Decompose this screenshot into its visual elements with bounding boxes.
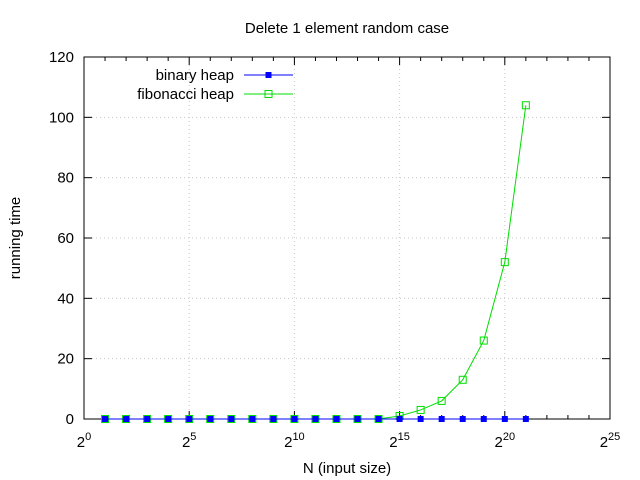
x-tick-label: 20 — [77, 431, 91, 451]
data-point — [249, 416, 256, 422]
x-tick-label: 25 — [182, 431, 196, 451]
data-point — [102, 416, 109, 422]
y-axis-label: running time — [7, 197, 24, 280]
plot-frame — [83, 56, 611, 420]
series — [101, 101, 530, 423]
data-point — [458, 375, 467, 384]
y-tick-label: 40 — [57, 290, 74, 307]
data-point — [521, 101, 530, 110]
data-point — [186, 416, 193, 422]
data-point — [438, 416, 445, 422]
x-tick-label: 225 — [600, 431, 621, 451]
legend-marker — [265, 72, 272, 78]
data-point — [480, 416, 487, 422]
data-point — [228, 416, 235, 422]
data-point — [437, 396, 446, 405]
legend: binary heap fibonacci heap — [137, 67, 293, 103]
data-point — [500, 258, 509, 267]
data-point — [312, 416, 319, 422]
data-point — [270, 416, 277, 422]
data-point — [291, 416, 298, 422]
x-tick-label: 215 — [389, 431, 410, 451]
data-point — [333, 416, 340, 422]
x-tick-label: 210 — [284, 431, 305, 451]
legend-label: binary heap — [156, 67, 234, 84]
x-tick-label: 220 — [495, 431, 516, 451]
y-tick-label: 80 — [57, 170, 74, 187]
data-point — [396, 416, 403, 422]
legend-marker — [264, 90, 273, 98]
x-axis-label: N (input size) — [303, 460, 391, 477]
data-point — [416, 405, 425, 414]
y-tick-label: 120 — [49, 49, 74, 66]
data-point — [459, 416, 466, 422]
grid — [84, 57, 610, 419]
data-point — [501, 416, 508, 422]
data-point — [165, 416, 172, 422]
data-point — [522, 416, 529, 422]
data-point — [123, 416, 130, 422]
legend-label: fibonacci heap — [137, 86, 234, 103]
data-point — [144, 416, 151, 422]
chart-title: Delete 1 element random case — [245, 20, 449, 37]
y-tick-label: 60 — [57, 230, 74, 247]
series-line — [105, 105, 527, 420]
data-point — [354, 416, 361, 422]
data-point — [479, 336, 488, 345]
y-tick-label: 0 — [66, 411, 74, 428]
data-point — [375, 416, 382, 422]
y-tick-label: 100 — [49, 109, 74, 126]
data-point — [417, 416, 424, 422]
data-point — [207, 416, 214, 422]
y-tick-label: 20 — [57, 351, 74, 368]
